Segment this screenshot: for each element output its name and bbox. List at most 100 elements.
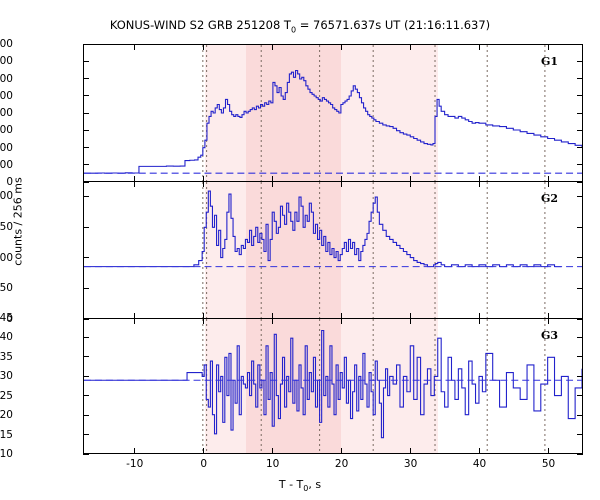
y-tick-mark [83,78,89,79]
y-tick-label: 50 [0,282,13,295]
panel-label-g1: G1 [541,55,559,68]
x-tick-mark [479,313,481,319]
y-tick-mark [577,164,583,166]
x-tick-mark [410,176,412,182]
y-tick-mark [577,78,583,79]
x-tick-mark [410,181,412,187]
y-tick-label: 3000 [0,72,13,85]
y-tick-mark [83,414,89,416]
plot-area-g3 [84,319,582,453]
x-tick-mark [203,448,205,454]
x-tick-mark [479,44,481,50]
y-tick-mark [577,414,583,416]
y-tick-mark [577,195,583,197]
y-tick-mark [577,434,583,436]
x-tick-mark [410,318,412,324]
y-tick-mark [83,112,89,114]
y-tick-label: 30 [0,370,13,383]
chart-title: KONUS-WIND S2 GRB 251208 T0 = 76571.637s… [0,18,600,35]
lightcurve-g1 [84,69,582,174]
y-tick-label: 500 [0,158,13,171]
y-tick-label: 4000 [0,38,13,50]
x-tick-mark [203,176,205,182]
shaded-region-inner-band-dark [246,45,341,181]
y-tick-mark [577,287,583,289]
x-tick-mark [548,181,550,187]
y-tick-mark [577,181,583,183]
x-tick-mark [203,181,205,187]
x-tick-label: 10 [265,458,280,470]
y-tick-label: 200 [0,190,13,203]
x-tick-mark [548,176,550,182]
y-tick-mark [577,147,583,148]
y-tick-mark [577,95,583,97]
x-tick-mark [548,44,550,50]
x-axis-label: T - T0, s [0,478,600,494]
y-tick-mark [577,375,583,377]
x-tick-mark [272,313,274,319]
y-tick-label: 15 [0,428,13,441]
y-tick-mark [83,375,89,377]
y-tick-label: 0 [6,313,13,325]
x-tick-mark [272,318,274,324]
y-tick-mark [83,453,89,455]
y-tick-label: 25 [0,389,13,402]
x-tick-mark [548,318,550,324]
y-tick-label: 40 [0,331,13,344]
shaded-region-outer-band-light-right [340,45,438,181]
plot-area-g2 [84,182,582,318]
y-tick-mark [83,164,89,166]
y-tick-label: 1500 [0,124,13,137]
x-tick-label: 30 [403,458,418,470]
x-tick-mark [410,313,412,319]
y-tick-mark [577,43,583,45]
y-tick-label: 3500 [0,55,13,68]
x-tick-label: 20 [334,458,349,470]
x-tick-mark [341,44,343,50]
chart-title-sub: 0 [290,25,297,35]
y-tick-mark [83,395,89,397]
shaded-region-inner-band-dark [246,182,341,318]
y-tick-mark [83,226,89,228]
y-tick-label: 0 [6,176,13,188]
x-tick-mark [134,448,136,454]
plot-area-g1 [84,45,582,181]
y-tick-mark [83,317,89,319]
x-tick-mark [203,318,205,324]
x-axis-label-sub: 0 [303,484,309,494]
x-tick-mark [134,313,136,319]
panel-label-g3: G3 [541,329,559,342]
y-tick-mark [577,129,583,131]
y-tick-mark [83,129,89,131]
panel-label-g2: G2 [541,192,559,205]
y-tick-mark [577,257,583,259]
y-tick-mark [83,356,89,358]
y-axis-label: counts / 256 ms [11,177,25,266]
y-tick-mark [577,226,583,228]
x-tick-label: 40 [472,458,487,470]
x-tick-mark [272,181,274,187]
x-tick-mark [272,448,274,454]
y-tick-mark [83,434,89,436]
x-tick-mark [410,448,412,454]
x-tick-mark [134,176,136,182]
x-tick-mark [479,318,481,324]
x-tick-mark [341,313,343,319]
y-tick-mark [83,287,89,289]
y-tick-mark [83,181,89,183]
lightcurve-g2 [84,190,562,268]
y-tick-mark [577,336,583,338]
x-tick-mark [410,44,412,50]
y-tick-label: 150 [0,221,13,233]
y-tick-mark [83,95,89,97]
x-tick-mark [272,176,274,182]
y-tick-mark [83,195,89,197]
y-tick-mark [83,147,89,148]
y-tick-label: 100 [0,251,13,264]
x-tick-mark [272,44,274,50]
x-tick-mark [134,318,136,324]
y-tick-mark [83,43,89,45]
y-tick-mark [83,318,89,320]
